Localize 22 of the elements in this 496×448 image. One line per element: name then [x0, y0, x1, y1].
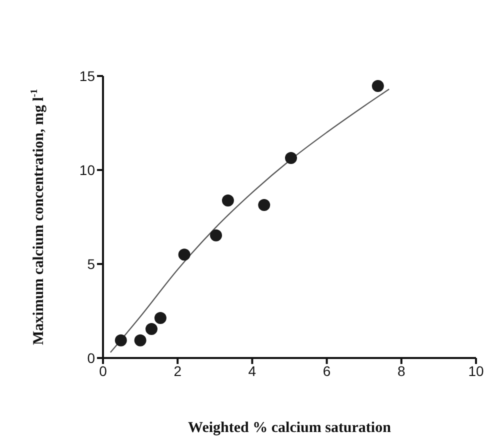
line-series — [110, 88, 390, 353]
x-tick-label: 6 — [322, 362, 331, 379]
x-tick-label: 0 — [99, 362, 108, 379]
x-tick-label: 4 — [248, 362, 256, 379]
point — [210, 229, 222, 242]
x-axis-title: Weighted % calcium saturation — [188, 420, 392, 436]
x-tick-label: 8 — [398, 362, 406, 379]
point — [114, 334, 127, 346]
point — [154, 312, 166, 324]
point — [284, 152, 297, 164]
point — [145, 323, 158, 336]
point — [258, 198, 270, 211]
y-tick-label: 5 — [87, 256, 96, 272]
y-tick-label: 0 — [87, 350, 96, 366]
point — [178, 248, 190, 261]
y-tick-label: 10 — [79, 162, 96, 178]
point — [222, 194, 234, 206]
x-tick-label: 2 — [174, 362, 182, 379]
point — [134, 334, 146, 346]
x-tick-label: 10 — [468, 362, 484, 379]
point — [372, 80, 384, 92]
y-tick-label: 15 — [79, 68, 96, 84]
